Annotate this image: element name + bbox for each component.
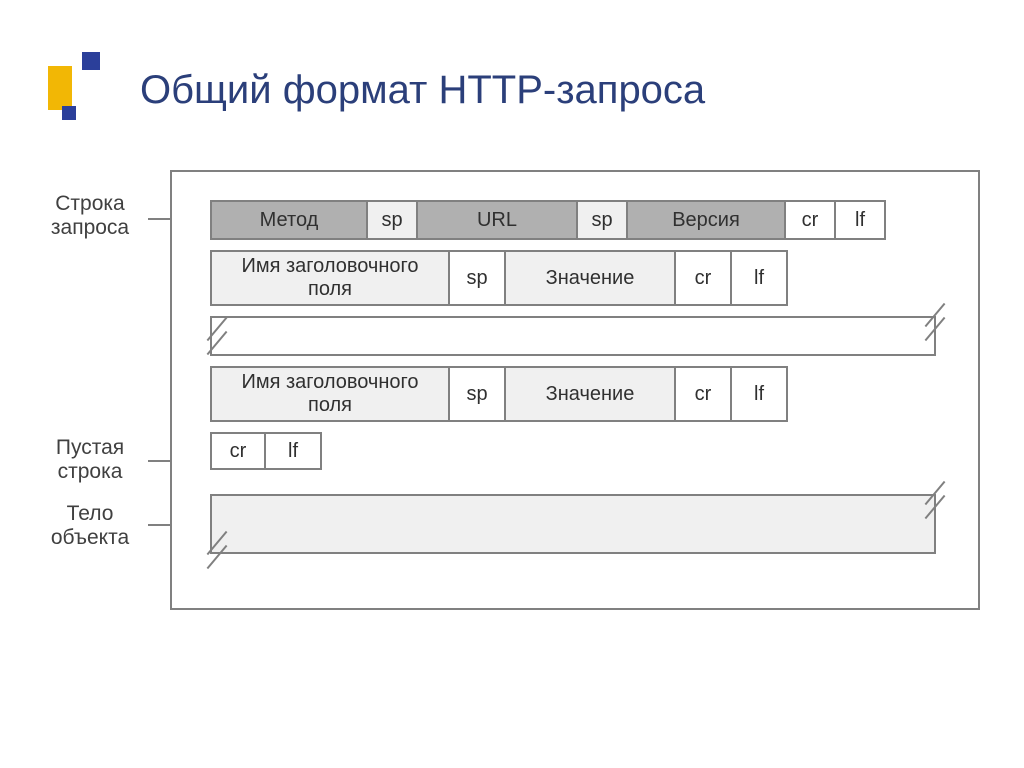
cell-cr: cr [786, 200, 836, 240]
cell-sp: sp [578, 200, 628, 240]
cell-version: Версия [628, 200, 786, 240]
label-empty-line: Пустая строка [30, 436, 150, 484]
cell-header-name: Имя заголовочного поля [210, 366, 450, 422]
cell-sp: sp [450, 366, 506, 422]
cell-cr: cr [210, 432, 266, 470]
http-request-format-diagram: Строка запроса Пустая строка Тело объект… [20, 160, 1000, 620]
cell-lf: lf [732, 250, 788, 306]
row-body [210, 494, 936, 554]
cell-url: URL [418, 200, 578, 240]
diagram-frame: Метод sp URL sp Версия cr lf Имя заголов… [170, 170, 980, 610]
cell-value: Значение [506, 366, 676, 422]
row-header-1: Имя заголовочного поля sp Значение cr lf [210, 250, 964, 306]
slide-title: Общий формат HTTP-запроса [140, 68, 705, 113]
cell-lf: lf [732, 366, 788, 422]
label-column: Строка запроса Пустая строка Тело объект… [20, 160, 160, 620]
row-header-2: Имя заголовочного поля sp Значение cr lf [210, 366, 964, 422]
row-empty-line: cr lf [210, 432, 328, 470]
cell-method: Метод [210, 200, 368, 240]
label-body: Тело объекта [30, 502, 150, 550]
cell-cr: cr [676, 366, 732, 422]
cell-value: Значение [506, 250, 676, 306]
label-request-line: Строка запроса [30, 192, 150, 240]
cell-header-name: Имя заголовочного поля [210, 250, 450, 306]
slide-bullet-decoration [48, 52, 108, 122]
row-header-ellipsis [210, 316, 936, 356]
cell-sp: sp [450, 250, 506, 306]
cell-lf: lf [266, 432, 322, 470]
cell-lf: lf [836, 200, 886, 240]
cell-sp: sp [368, 200, 418, 240]
row-request-line: Метод sp URL sp Версия cr lf [210, 200, 964, 240]
cell-cr: cr [676, 250, 732, 306]
